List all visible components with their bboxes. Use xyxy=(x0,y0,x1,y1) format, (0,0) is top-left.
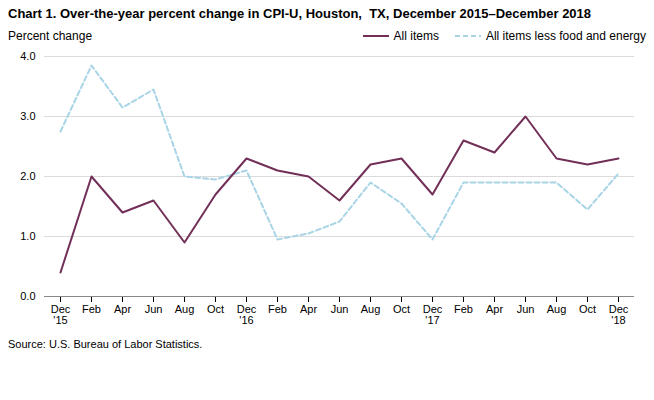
svg-text:3.0: 3.0 xyxy=(20,110,35,122)
svg-text:Feb: Feb xyxy=(454,304,473,316)
svg-text:Feb: Feb xyxy=(268,304,287,316)
html-text:Percent change: Percent change xyxy=(8,29,93,44)
svg-text:Dec'17: Dec'17 xyxy=(423,304,443,327)
svg-text:Aug: Aug xyxy=(175,304,195,316)
svg-text:Apr: Apr xyxy=(114,304,131,316)
svg-text:Oct: Oct xyxy=(207,304,224,316)
svg-text:Dec'18: Dec'18 xyxy=(609,304,629,327)
svg-text:Apr: Apr xyxy=(486,304,503,316)
svg-text:1.0: 1.0 xyxy=(20,230,35,242)
svg-text:Jun: Jun xyxy=(331,304,349,316)
html-text:All items: All items xyxy=(393,29,439,44)
svg-text:Feb: Feb xyxy=(82,304,101,316)
svg-text:Oct: Oct xyxy=(393,304,410,316)
svg-text:Jun: Jun xyxy=(517,304,535,316)
svg-text:Apr: Apr xyxy=(300,304,317,316)
svg-text:Jun: Jun xyxy=(145,304,163,316)
svg-text:0.0: 0.0 xyxy=(20,290,35,302)
svg-text:Dec'16: Dec'16 xyxy=(237,304,257,327)
svg-text:Oct: Oct xyxy=(579,304,596,316)
svg-text:2.0: 2.0 xyxy=(20,170,35,182)
html-text:Chart 1. Over-the-year percent: Chart 1. Over-the-year percent change in… xyxy=(8,6,591,21)
svg-text:Aug: Aug xyxy=(547,304,567,316)
svg-text:Dec'15: Dec'15 xyxy=(51,304,71,327)
html-text:All items less food and energy: All items less food and energy xyxy=(485,29,646,44)
html-text:Source: U.S. Bureau of Labor S: Source: U.S. Bureau of Labor Statistics. xyxy=(8,338,203,351)
svg-text:Aug: Aug xyxy=(361,304,381,316)
svg-text:4.0: 4.0 xyxy=(20,50,35,62)
